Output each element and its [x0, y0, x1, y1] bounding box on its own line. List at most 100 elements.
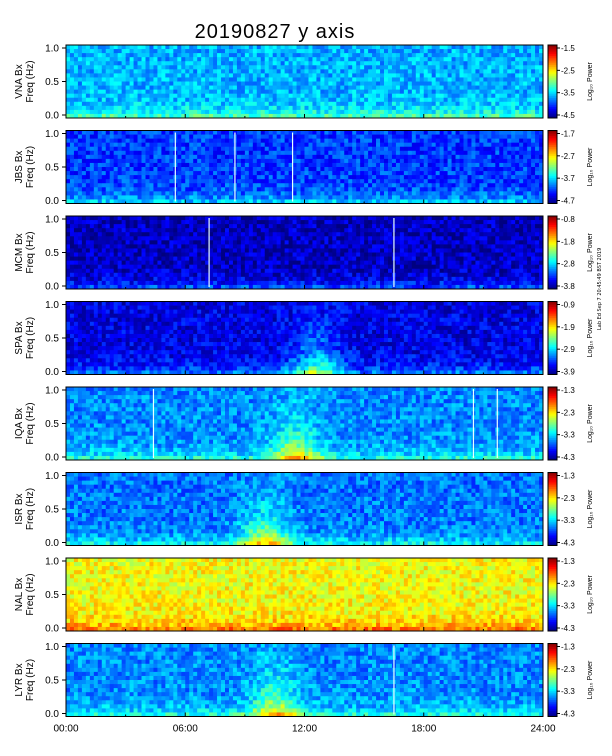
heatmap-cell [134, 151, 138, 155]
heatmap-cell [368, 139, 372, 143]
heatmap-cell [368, 69, 372, 73]
heatmap-cell [404, 155, 408, 159]
heatmap-cell [74, 175, 78, 179]
heatmap-cell [352, 49, 356, 53]
heatmap-cell [277, 102, 281, 106]
heatmap-cell [301, 195, 305, 199]
heatmap-cell [94, 131, 98, 135]
heatmap-cell [428, 57, 432, 61]
heatmap-cell [138, 191, 142, 195]
heatmap-cell [221, 143, 225, 147]
heatmap-cell [82, 240, 86, 244]
heatmap-cell [185, 175, 189, 179]
heatmap-cell [308, 135, 312, 139]
heatmap-cell [448, 45, 452, 49]
heatmap-cell [189, 163, 193, 167]
heatmap-cell [225, 73, 229, 77]
heatmap-cell [122, 73, 126, 77]
heatmap-cell [308, 61, 312, 65]
heatmap-cell [142, 261, 146, 265]
heatmap-cell [82, 253, 86, 257]
heatmap-cell [511, 94, 515, 98]
heatmap-cell [277, 49, 281, 53]
heatmap-cell [408, 65, 412, 69]
heatmap-cell [328, 159, 332, 163]
heatmap-cell [165, 65, 169, 69]
heatmap-cell [209, 155, 213, 159]
heatmap-cell [245, 183, 249, 187]
heatmap-cell [479, 131, 483, 135]
heatmap-cell [78, 224, 82, 228]
heatmap-cell [293, 139, 297, 143]
heatmap-cell [467, 73, 471, 77]
heatmap-cell [404, 143, 408, 147]
heatmap-cell [98, 179, 102, 183]
heatmap-cell [372, 98, 376, 102]
heatmap-cell [332, 147, 336, 151]
heatmap-cell [78, 171, 82, 175]
heatmap-cell [82, 195, 86, 199]
heatmap-cell [372, 102, 376, 106]
heatmap-cell [86, 244, 90, 248]
heatmap-cell [507, 131, 511, 135]
heatmap-cell [511, 90, 515, 94]
heatmap-cell [86, 45, 90, 49]
heatmap-cell [189, 195, 193, 199]
heatmap-cell [503, 195, 507, 199]
heatmap-cell [110, 57, 114, 61]
heatmap-cell [209, 69, 213, 73]
heatmap-cell [348, 195, 352, 199]
heatmap-cell [360, 61, 364, 65]
heatmap-cell [98, 257, 102, 261]
heatmap-cell [301, 102, 305, 106]
heatmap-cell [281, 167, 285, 171]
heatmap-cell [297, 102, 301, 106]
heatmap-cell [66, 151, 70, 155]
heatmap-cell [364, 94, 368, 98]
heatmap-cell [420, 151, 424, 155]
heatmap-cell [408, 106, 412, 110]
heatmap-cell [130, 110, 134, 114]
heatmap-cell [535, 61, 539, 65]
heatmap-cell [169, 232, 173, 236]
heatmap-cell [281, 151, 285, 155]
heatmap-cell [344, 147, 348, 151]
heatmap-cell [511, 110, 515, 114]
colorbar: -1.5-2.5-3.5-4.5Log₁₀ Power [548, 44, 594, 120]
heatmap-cell [134, 228, 138, 232]
heatmap-cell [396, 131, 400, 135]
heatmap-cell [456, 163, 460, 167]
heatmap-cell [487, 65, 491, 69]
heatmap-cell [257, 102, 261, 106]
heatmap-cell [197, 171, 201, 175]
heatmap-cell [360, 151, 364, 155]
heatmap-cell [138, 102, 142, 106]
heatmap-cell [340, 195, 344, 199]
heatmap-cell [138, 110, 142, 114]
heatmap-cell [364, 49, 368, 53]
heatmap-cell [495, 69, 499, 73]
heatmap-cell [181, 240, 185, 244]
heatmap-cell [360, 131, 364, 135]
heatmap-cell [320, 90, 324, 94]
heatmap-cell [432, 143, 436, 147]
heatmap-cell [436, 82, 440, 86]
heatmap-cell [368, 179, 372, 183]
heatmap-cell [78, 216, 82, 220]
heatmap-cell [177, 273, 181, 277]
heatmap-cell [181, 45, 185, 49]
heatmap-cell [94, 257, 98, 261]
heatmap-cell [348, 155, 352, 159]
heatmap-cell [273, 187, 277, 191]
heatmap-cell [273, 139, 277, 143]
heatmap-cell [134, 73, 138, 77]
heatmap-cell [181, 65, 185, 69]
heatmap-cell [305, 53, 309, 57]
heatmap-cell [138, 94, 142, 98]
heatmap-cell [332, 53, 336, 57]
heatmap-cell [245, 171, 249, 175]
heatmap-cell [241, 106, 245, 110]
heatmap-cell [213, 167, 217, 171]
heatmap-cell [181, 175, 185, 179]
heatmap-cell [110, 253, 114, 257]
